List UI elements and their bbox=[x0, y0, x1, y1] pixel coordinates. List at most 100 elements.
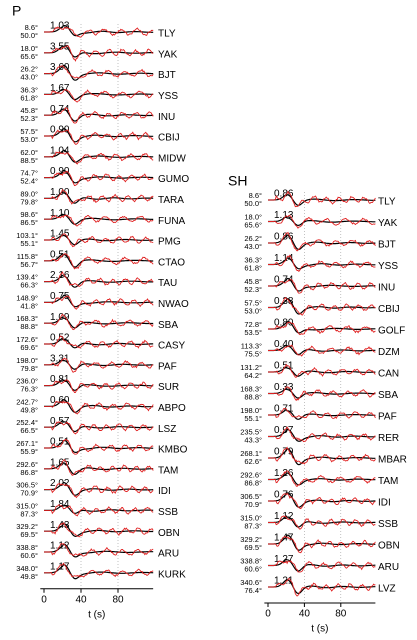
observed-waveform bbox=[268, 279, 376, 294]
amplitude: 3.60 bbox=[50, 62, 70, 73]
station: TLY bbox=[158, 29, 176, 40]
station: YSS bbox=[158, 91, 178, 102]
synthetic-waveform bbox=[44, 504, 154, 514]
distance: 55.1° bbox=[20, 239, 38, 248]
observed-waveform bbox=[268, 515, 376, 530]
station: SSB bbox=[378, 519, 398, 530]
azimuth: 315.0° bbox=[16, 501, 38, 510]
distance: 53.5° bbox=[244, 328, 262, 337]
observed-waveform bbox=[44, 357, 154, 373]
distance: 69.5° bbox=[244, 543, 262, 552]
amplitude: 1.09 bbox=[50, 312, 70, 323]
distance: 60.6° bbox=[20, 551, 38, 560]
amplitude: 0.51 bbox=[50, 437, 70, 448]
azimuth: 172.6° bbox=[16, 335, 38, 344]
observed-waveform bbox=[44, 45, 154, 62]
station: SSB bbox=[158, 507, 178, 518]
distance: 87.3° bbox=[244, 521, 262, 530]
distance: 86.5° bbox=[20, 218, 38, 227]
azimuth: 292.6° bbox=[16, 460, 38, 469]
amplitude: 3.31 bbox=[50, 353, 70, 364]
observed-waveform bbox=[44, 379, 154, 393]
azimuth: 315.0° bbox=[240, 513, 262, 522]
observed-waveform bbox=[44, 214, 154, 227]
station: ARU bbox=[378, 562, 399, 573]
observed-waveform bbox=[44, 522, 154, 538]
amplitude: 1.17 bbox=[50, 561, 70, 572]
observed-waveform bbox=[44, 295, 154, 310]
azimuth: 72.8° bbox=[244, 320, 262, 329]
amplitude: 0.51 bbox=[274, 361, 294, 372]
amplitude: 0.71 bbox=[274, 404, 294, 415]
panel-title: SH bbox=[228, 173, 247, 189]
observed-waveform bbox=[268, 577, 376, 597]
observed-waveform bbox=[268, 446, 376, 465]
amplitude: 0.51 bbox=[50, 249, 70, 260]
azimuth: 18.0° bbox=[20, 44, 38, 53]
observed-waveform bbox=[44, 65, 154, 79]
azimuth: 329.2° bbox=[16, 522, 38, 531]
azimuth: 338.8° bbox=[16, 543, 38, 552]
distance: 66.3° bbox=[20, 281, 38, 290]
x-tick-label: 0 bbox=[41, 594, 47, 605]
station: RER bbox=[378, 433, 399, 444]
observed-waveform bbox=[44, 26, 154, 38]
azimuth: 36.3° bbox=[244, 255, 262, 264]
amplitude: 0.52 bbox=[50, 333, 70, 344]
observed-waveform bbox=[44, 129, 154, 145]
station: NWAO bbox=[158, 299, 189, 310]
station: YAK bbox=[378, 218, 398, 229]
distance: 49.8° bbox=[20, 572, 38, 581]
synthetic-waveform bbox=[44, 462, 154, 476]
synthetic-waveform bbox=[268, 472, 376, 486]
station: BJT bbox=[158, 70, 176, 81]
distance: 61.8° bbox=[20, 93, 38, 102]
amplitude: 0.74 bbox=[274, 275, 294, 286]
observed-waveform bbox=[268, 214, 376, 229]
distance: 86.8° bbox=[244, 478, 262, 487]
distance: 87.3° bbox=[20, 509, 38, 518]
station: PAF bbox=[158, 361, 177, 372]
distance: 62.6° bbox=[244, 457, 262, 466]
distance: 88.8° bbox=[20, 322, 38, 331]
azimuth: 236.0° bbox=[16, 377, 38, 386]
station: SBA bbox=[158, 320, 178, 331]
observed-waveform bbox=[44, 504, 154, 517]
distance: 52.3° bbox=[20, 114, 38, 123]
distance: 66.5° bbox=[20, 426, 38, 435]
amplitude: 1.14 bbox=[274, 253, 294, 264]
x-tick-label: 80 bbox=[112, 594, 124, 605]
station: LSZ bbox=[158, 424, 176, 435]
azimuth: 74.7° bbox=[20, 169, 38, 178]
observed-waveform bbox=[268, 535, 376, 554]
station: LVZ bbox=[378, 584, 396, 595]
distance: 43.0° bbox=[20, 73, 38, 82]
observed-waveform bbox=[268, 363, 376, 378]
observed-waveform bbox=[44, 421, 154, 435]
synthetic-waveform bbox=[268, 558, 376, 572]
distance: 65.6° bbox=[20, 52, 38, 61]
azimuth: 268.1° bbox=[240, 449, 262, 458]
synthetic-waveform bbox=[44, 234, 154, 246]
station: GOLF bbox=[378, 326, 405, 337]
amplitude: 1.00 bbox=[50, 187, 70, 198]
synthetic-waveform bbox=[268, 366, 376, 377]
amplitude: 0.75 bbox=[50, 291, 70, 302]
azimuth: 235.5° bbox=[240, 427, 262, 436]
station: KURK bbox=[158, 569, 186, 580]
station: TARA bbox=[158, 195, 184, 206]
observed-waveform bbox=[268, 321, 376, 336]
azimuth: 168.3° bbox=[16, 314, 38, 323]
station: CASY bbox=[158, 341, 186, 352]
observed-waveform bbox=[44, 188, 154, 205]
distance: 86.8° bbox=[20, 468, 38, 477]
amplitude: 1.84 bbox=[50, 499, 70, 510]
synthetic-waveform bbox=[268, 320, 376, 334]
amplitude: 0.86 bbox=[274, 232, 294, 243]
amplitude: 0.90 bbox=[50, 125, 70, 136]
distance: 79.8° bbox=[20, 364, 38, 373]
synthetic-waveform bbox=[44, 420, 154, 433]
distance: 61.8° bbox=[244, 263, 262, 272]
station: SUR bbox=[158, 382, 179, 393]
